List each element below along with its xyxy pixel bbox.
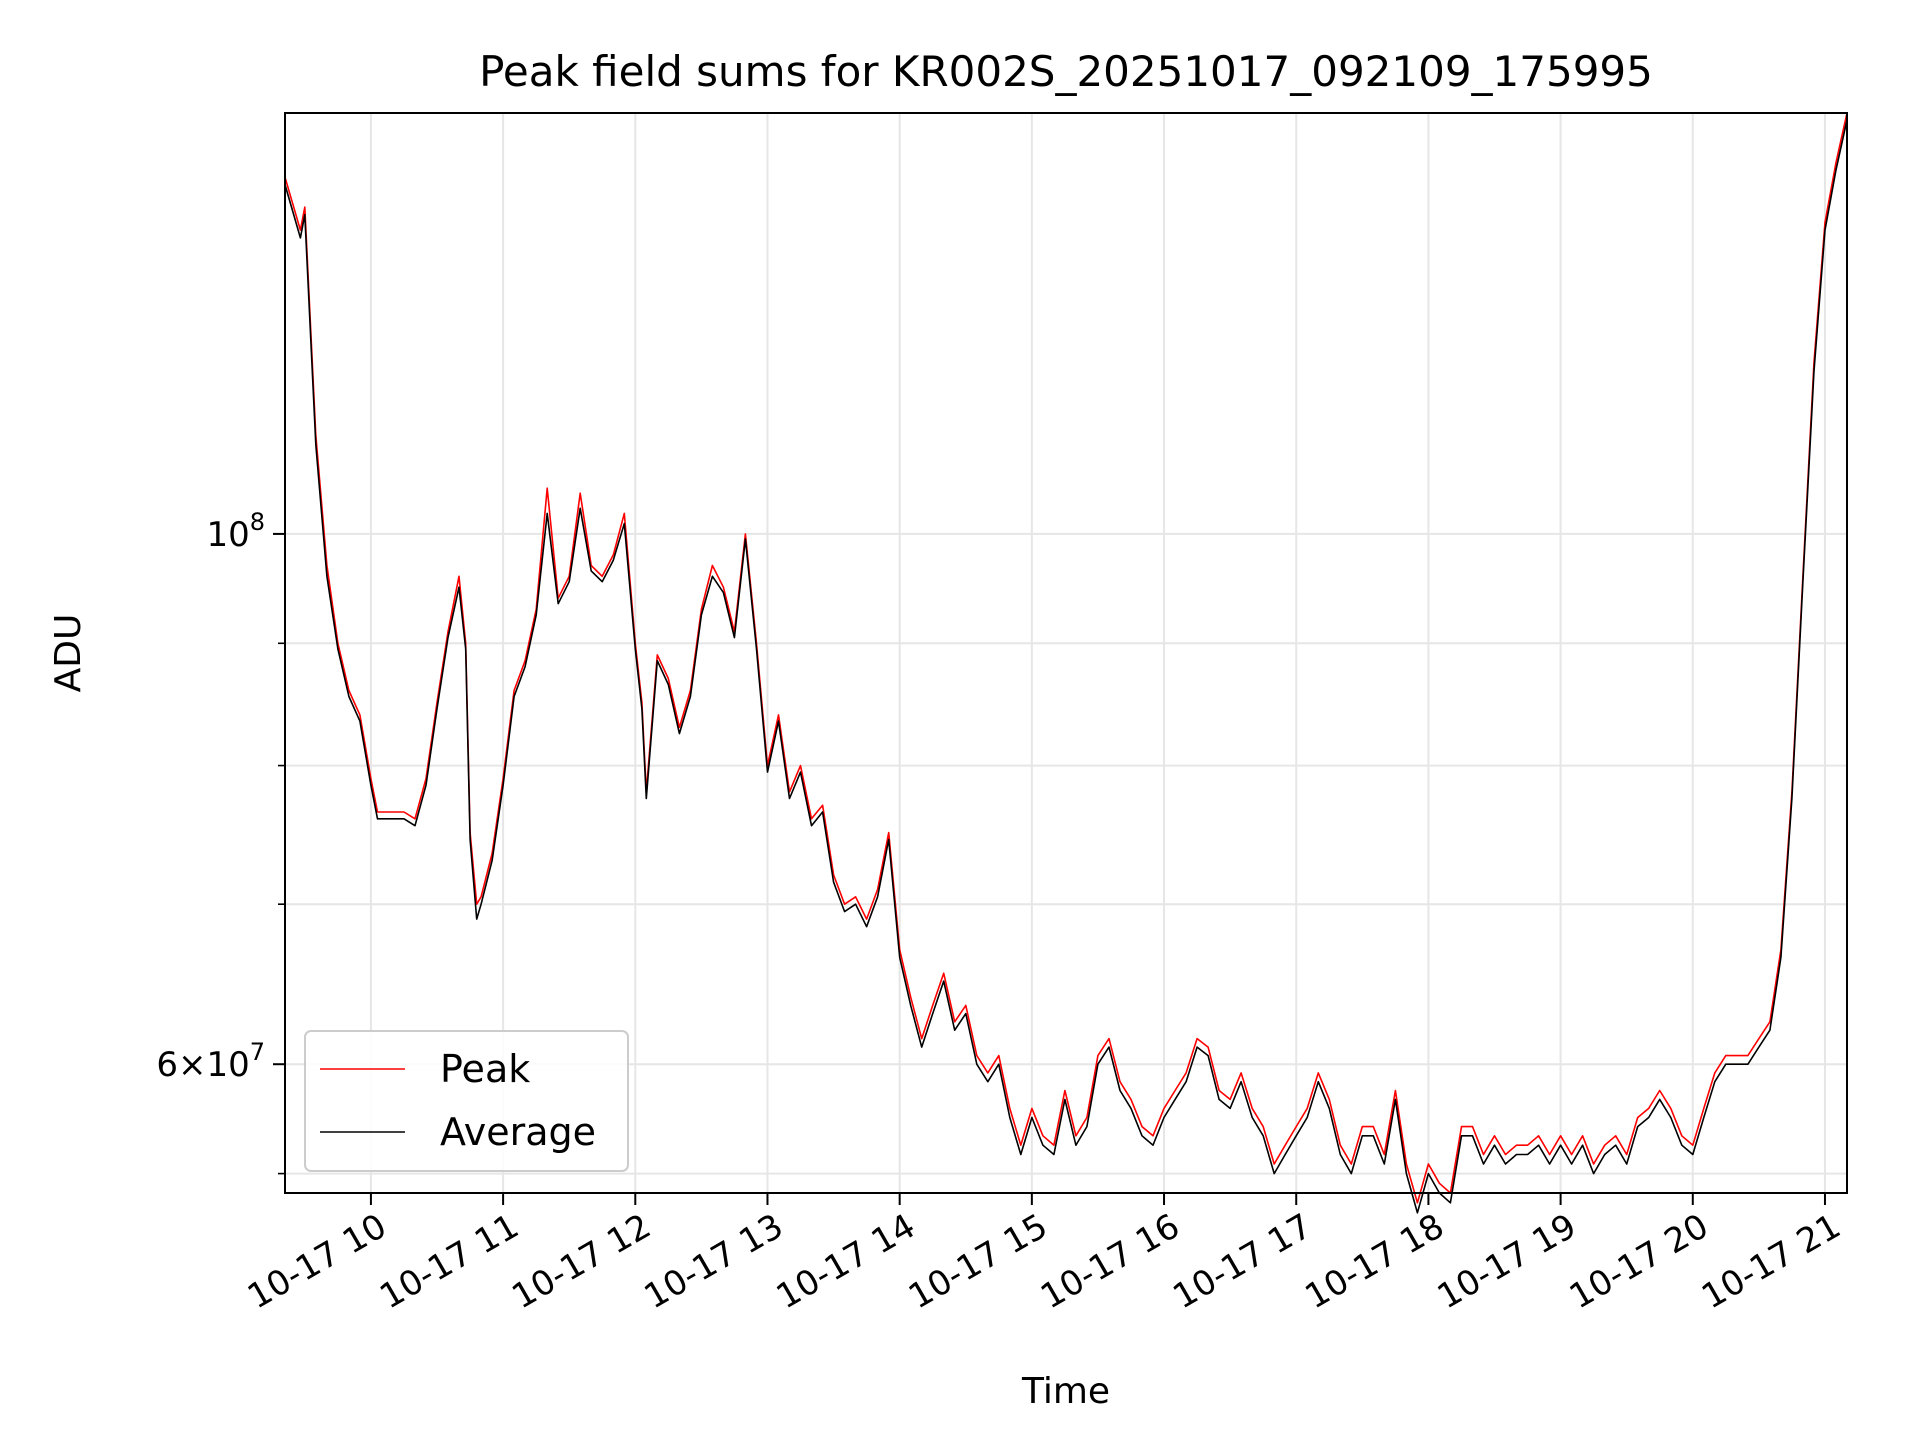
y-axis-label: ADU xyxy=(48,614,89,693)
y-tick-label: 108 xyxy=(206,508,265,555)
series-line-average xyxy=(284,119,1848,1214)
y-axis: 108 6×107 xyxy=(156,508,285,1175)
y-tick-label: 6×107 xyxy=(156,1038,265,1085)
legend-label-average: Average xyxy=(440,1110,596,1154)
legend-box xyxy=(304,1030,629,1172)
series-line-peak xyxy=(284,112,1848,1204)
plot-area xyxy=(284,112,1848,1214)
plot-frame xyxy=(284,112,1848,1194)
legend-label-peak: Peak xyxy=(440,1047,530,1091)
chart-title: Peak field sums for KR002S_20251017_0921… xyxy=(479,47,1653,96)
legend: Peak Average xyxy=(304,1030,629,1172)
x-axis-label: Time xyxy=(1021,1371,1110,1412)
grid xyxy=(285,113,1847,1193)
